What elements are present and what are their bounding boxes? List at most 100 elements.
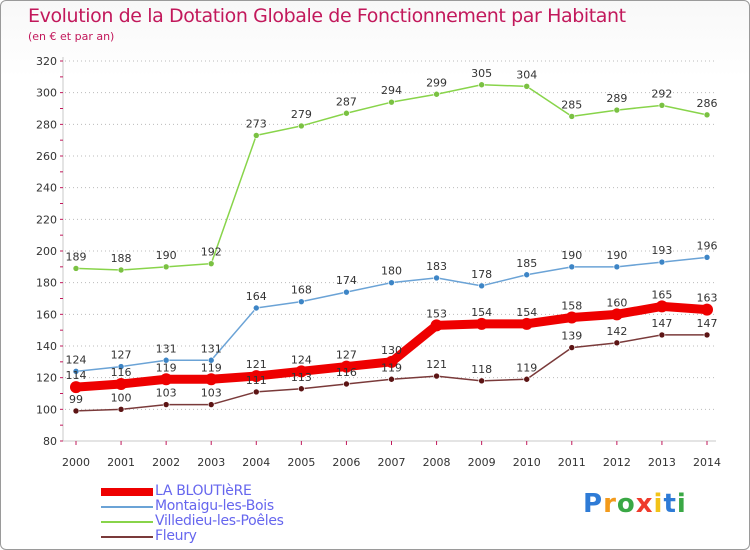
data-label-fleury: 116	[336, 366, 357, 379]
data-point-montaigu-les-bois	[117, 363, 125, 370]
data-label-montaigu-les-bois: 190	[561, 249, 582, 262]
data-label-la-bloutiere: 119	[201, 361, 222, 374]
data-point-villedieu-les-poeles	[568, 113, 576, 120]
y-tick-label: 180	[36, 277, 57, 290]
data-label-fleury: 121	[426, 358, 447, 371]
data-point-montaigu-les-bois	[343, 288, 350, 296]
data-point-villedieu-les-poeles	[388, 98, 395, 106]
data-point-montaigu-les-bois	[72, 368, 80, 375]
y-tick-label: 200	[36, 245, 57, 258]
x-tick-label: 2009	[468, 456, 496, 469]
data-point-villedieu-les-poeles	[613, 106, 621, 114]
data-point-villedieu-les-poeles	[343, 109, 350, 117]
x-tick-label: 2011	[558, 456, 586, 469]
data-label-villedieu-les-poeles: 299	[426, 76, 447, 89]
data-point-montaigu-les-bois	[658, 258, 666, 266]
data-label-la-bloutiere: 165	[651, 288, 672, 301]
data-point-montaigu-les-bois	[703, 254, 711, 261]
data-point-villedieu-les-poeles	[478, 81, 485, 89]
data-label-montaigu-les-bois: 190	[606, 249, 627, 262]
data-point-fleury	[703, 331, 711, 339]
data-point-la-bloutiere	[565, 311, 578, 324]
legend-label: Villedieu-les-Poêles	[155, 513, 284, 529]
data-label-villedieu-les-poeles: 289	[606, 92, 627, 105]
data-label-villedieu-les-poeles: 286	[697, 97, 718, 110]
x-tick-label: 2010	[513, 456, 541, 469]
x-tick-label: 2005	[287, 456, 315, 469]
data-point-villedieu-les-poeles	[207, 260, 215, 267]
y-tick-label: 160	[36, 308, 57, 321]
y-tick-label: 120	[36, 372, 57, 385]
data-point-fleury	[478, 377, 485, 385]
proxiti-logo: Proxiti	[583, 489, 687, 519]
data-point-la-bloutiere	[430, 319, 443, 332]
data-label-montaigu-les-bois: 127	[111, 349, 132, 362]
y-tick-label: 260	[36, 150, 57, 163]
data-point-fleury	[72, 407, 80, 415]
logo-letter: o	[616, 489, 636, 519]
data-point-la-bloutiere	[205, 373, 218, 386]
data-label-fleury: 142	[606, 325, 627, 338]
logo-letter: t	[663, 489, 677, 519]
data-label-montaigu-les-bois: 164	[246, 290, 267, 303]
data-label-montaigu-les-bois: 131	[156, 342, 177, 355]
data-label-villedieu-les-poeles: 192	[201, 246, 222, 259]
x-tick-label: 2001	[107, 456, 135, 469]
data-label-la-bloutiere: 121	[246, 358, 267, 371]
data-point-villedieu-les-poeles	[117, 266, 125, 274]
data-point-montaigu-les-bois	[433, 274, 440, 282]
data-label-la-bloutiere: 116	[111, 366, 132, 379]
data-label-montaigu-les-bois: 185	[516, 257, 537, 270]
data-label-montaigu-les-bois: 193	[651, 244, 672, 257]
data-point-villedieu-les-poeles	[162, 263, 170, 271]
y-tick-label: 100	[36, 403, 57, 416]
logo-letter: i	[653, 489, 664, 519]
data-label-villedieu-les-poeles: 189	[66, 250, 87, 263]
data-label-fleury: 111	[246, 374, 267, 387]
data-label-fleury: 139	[561, 330, 582, 343]
data-point-la-bloutiere	[340, 360, 353, 373]
x-tick-label: 2003	[197, 456, 225, 469]
data-label-montaigu-les-bois: 178	[471, 268, 492, 281]
data-point-montaigu-les-bois	[523, 271, 531, 279]
data-label-villedieu-les-poeles: 279	[291, 108, 312, 121]
data-point-villedieu-les-poeles	[72, 265, 80, 272]
data-point-villedieu-les-poeles	[298, 122, 305, 130]
data-point-montaigu-les-bois	[252, 304, 260, 312]
data-label-villedieu-les-poeles: 188	[111, 252, 132, 265]
series-line-villedieu-les-poeles	[75, 84, 708, 271]
data-point-fleury	[252, 388, 260, 396]
data-label-la-bloutiere: 119	[156, 361, 177, 374]
data-point-fleury	[433, 372, 440, 380]
data-label-villedieu-les-poeles: 304	[516, 68, 537, 81]
data-label-fleury: 103	[156, 387, 177, 400]
data-label-fleury: 99	[69, 393, 83, 406]
data-point-fleury	[613, 339, 621, 347]
data-point-montaigu-les-bois	[613, 263, 621, 271]
x-tick-label: 2006	[332, 456, 360, 469]
y-tick-label: 300	[36, 87, 57, 100]
y-tick-label: 80	[43, 435, 57, 448]
data-label-montaigu-les-bois: 174	[336, 274, 357, 287]
x-tick-label: 2000	[62, 456, 90, 469]
data-point-montaigu-les-bois	[207, 356, 215, 364]
data-point-la-bloutiere	[160, 373, 173, 386]
data-point-fleury	[207, 401, 215, 408]
data-label-villedieu-les-poeles: 273	[246, 117, 267, 130]
data-point-fleury	[568, 344, 576, 351]
data-point-fleury	[523, 375, 531, 383]
data-point-villedieu-les-poeles	[703, 111, 711, 119]
data-point-la-bloutiere	[115, 378, 128, 390]
data-label-villedieu-les-poeles: 287	[336, 95, 357, 108]
data-point-la-bloutiere	[475, 317, 488, 330]
data-point-villedieu-les-poeles	[523, 83, 531, 90]
data-label-la-bloutiere: 163	[697, 292, 718, 305]
x-tick-label: 2004	[242, 456, 270, 469]
data-point-villedieu-les-poeles	[433, 90, 440, 98]
data-point-la-bloutiere	[701, 303, 713, 316]
data-label-la-bloutiere: 124	[291, 353, 312, 366]
logo-letter: x	[635, 489, 654, 519]
x-tick-label: 2008	[423, 456, 451, 469]
